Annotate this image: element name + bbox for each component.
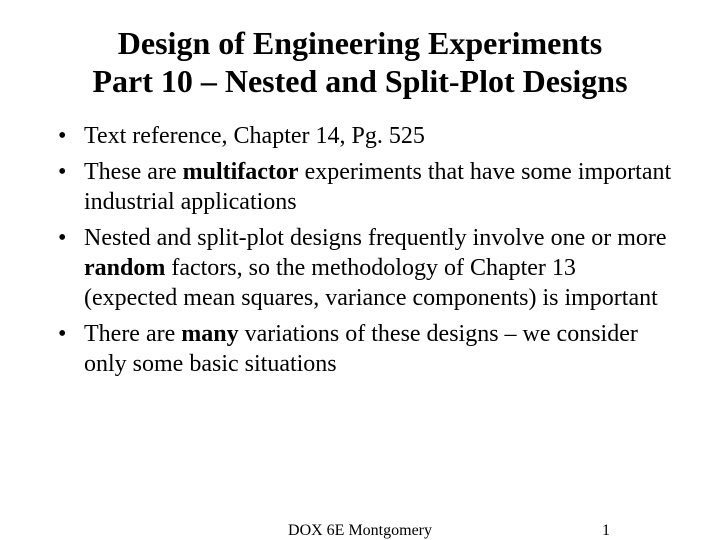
list-item: These are multifactor experiments that h…: [58, 157, 672, 217]
bullet-pre: These are: [84, 159, 183, 185]
bullet-post: factors, so the methodology of Chapter 1…: [84, 255, 658, 311]
title-line-2: Part 10 – Nested and Split-Plot Designs: [92, 63, 627, 99]
slide: Design of Engineering Experiments Part 1…: [0, 0, 720, 540]
bullet-pre: Text reference, Chapter 14, Pg. 525: [84, 123, 425, 149]
list-item: Text reference, Chapter 14, Pg. 525: [58, 121, 672, 151]
list-item: There are many variations of these desig…: [58, 319, 672, 379]
bullet-pre: There are: [84, 321, 181, 347]
bullet-bold: multifactor: [183, 159, 299, 185]
title-line-1: Design of Engineering Experiments: [118, 25, 602, 61]
footer-page-number: 1: [602, 522, 610, 540]
bullet-pre: Nested and split-plot designs frequently…: [84, 225, 667, 251]
footer-source: DOX 6E Montgomery: [288, 522, 432, 540]
bullet-bold: random: [84, 255, 165, 281]
bullet-bold: many: [181, 321, 238, 347]
bullet-list: Text reference, Chapter 14, Pg. 525 Thes…: [48, 121, 672, 385]
slide-title: Design of Engineering Experiments Part 1…: [48, 24, 672, 101]
list-item: Nested and split-plot designs frequently…: [58, 223, 672, 313]
